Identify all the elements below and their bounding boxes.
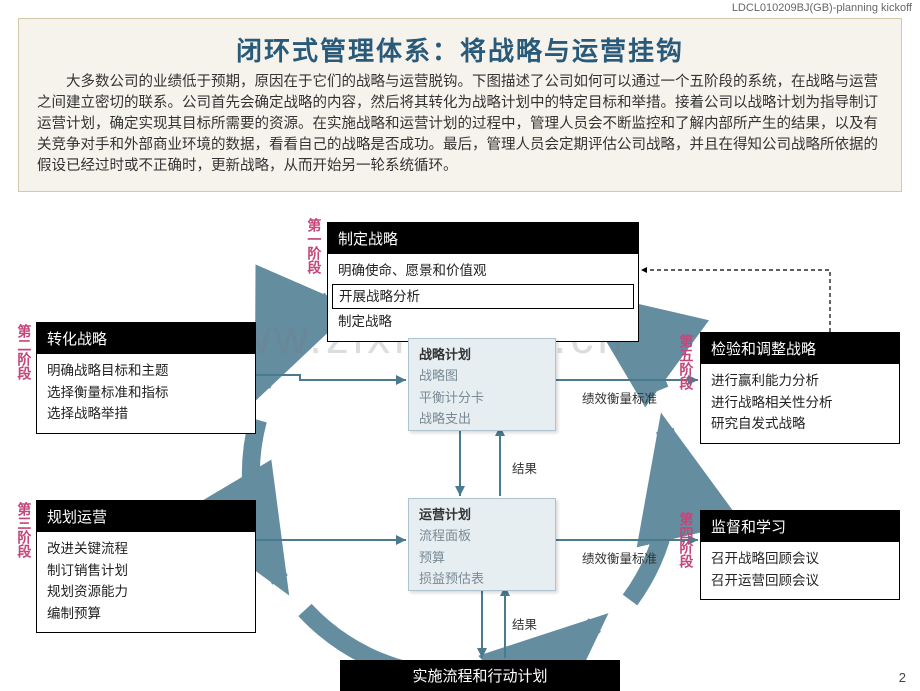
center-top-title: 战略计划 <box>409 339 555 365</box>
block-2-item: 明确战略目标和主题 <box>47 360 245 382</box>
center-card-strategy: 战略计划 战略图 平衡计分卡 战略支出 <box>408 338 556 431</box>
center-top-item: 战略支出 <box>409 408 555 430</box>
page-number: 2 <box>899 670 906 685</box>
bottom-bar: 实施流程和行动计划 <box>340 660 620 691</box>
center-mid-item: 流程面板 <box>409 525 555 547</box>
block-1-header: 制定战略 <box>328 223 638 254</box>
center-top-item: 平衡计分卡 <box>409 387 555 409</box>
block-3-header: 规划运营 <box>37 501 255 532</box>
stage-label-2: 第二阶段 <box>16 324 31 380</box>
center-mid-title: 运营计划 <box>409 499 555 525</box>
diagram-area: www.zixin.com.cn 第一阶段 第二阶段 第三阶段 第四阶段 第五阶… <box>0 220 920 690</box>
block-3-item: 规划资源能力 <box>47 581 245 603</box>
block-4-header: 监督和学习 <box>701 511 899 542</box>
block-5-header: 检验和调整战略 <box>701 333 899 364</box>
stage-label-5: 第五阶段 <box>678 334 693 390</box>
label-metric-1: 绩效衡量标准 <box>582 388 657 407</box>
block-5-item: 进行战略相关性分析 <box>711 392 889 414</box>
page-title: 闭环式管理体系：将战略与运营挂钩 <box>37 31 883 68</box>
intro-text: 大多数公司的业绩低于预期，原因在于它们的战略与运营脱钩。下图描述了公司如何可以通… <box>37 72 883 177</box>
block-3-item: 编制预算 <box>47 603 245 625</box>
stage-label-3: 第三阶段 <box>16 502 31 558</box>
block-2-item: 选择衡量标准和指标 <box>47 382 245 404</box>
block-stage-4: 监督和学习 召开战略回顾会议 召开运营回顾会议 <box>700 510 900 600</box>
block-5-item: 进行赢利能力分析 <box>711 370 889 392</box>
label-metric-2: 绩效衡量标准 <box>582 548 657 567</box>
center-mid-item: 损益预估表 <box>409 568 555 590</box>
center-mid-item: 预算 <box>409 547 555 569</box>
label-result-1: 结果 <box>512 458 537 477</box>
block-stage-2: 转化战略 明确战略目标和主题 选择衡量标准和指标 选择战略举措 <box>36 322 256 434</box>
block-5-body: 进行赢利能力分析 进行战略相关性分析 研究自发式战略 <box>701 364 899 443</box>
block-2-body: 明确战略目标和主题 选择衡量标准和指标 选择战略举措 <box>37 354 255 433</box>
block-stage-1: 制定战略 明确使命、愿景和价值观 开展战略分析 制定战略 <box>327 222 639 342</box>
label-result-2: 结果 <box>512 614 537 633</box>
block-3-item: 改进关键流程 <box>47 538 245 560</box>
block-stage-3: 规划运营 改进关键流程 制订销售计划 规划资源能力 编制预算 <box>36 500 256 633</box>
block-1-item: 制定战略 <box>338 311 628 333</box>
block-stage-5: 检验和调整战略 进行赢利能力分析 进行战略相关性分析 研究自发式战略 <box>700 332 900 444</box>
block-1-item: 明确使命、愿景和价值观 <box>338 260 628 282</box>
block-4-item: 召开战略回顾会议 <box>711 548 889 570</box>
block-5-item: 研究自发式战略 <box>711 413 889 435</box>
block-3-body: 改进关键流程 制订销售计划 规划资源能力 编制预算 <box>37 532 255 632</box>
block-4-item: 召开运营回顾会议 <box>711 570 889 592</box>
header-code: LDCL010209BJ(GB)-planning kickoff <box>732 2 912 14</box>
block-1-body: 明确使命、愿景和价值观 开展战略分析 制定战略 <box>328 254 638 341</box>
block-1-item-highlight: 开展战略分析 <box>332 284 634 310</box>
block-3-item: 制订销售计划 <box>47 560 245 582</box>
center-card-ops: 运营计划 流程面板 预算 损益预估表 <box>408 498 556 591</box>
stage-label-1: 第一阶段 <box>306 218 321 274</box>
block-2-header: 转化战略 <box>37 323 255 354</box>
block-2-item: 选择战略举措 <box>47 403 245 425</box>
intro-box: 闭环式管理体系：将战略与运营挂钩 大多数公司的业绩低于预期，原因在于它们的战略与… <box>18 18 902 192</box>
stage-label-4: 第四阶段 <box>678 512 693 568</box>
block-4-body: 召开战略回顾会议 召开运营回顾会议 <box>701 542 899 599</box>
center-top-item: 战略图 <box>409 365 555 387</box>
